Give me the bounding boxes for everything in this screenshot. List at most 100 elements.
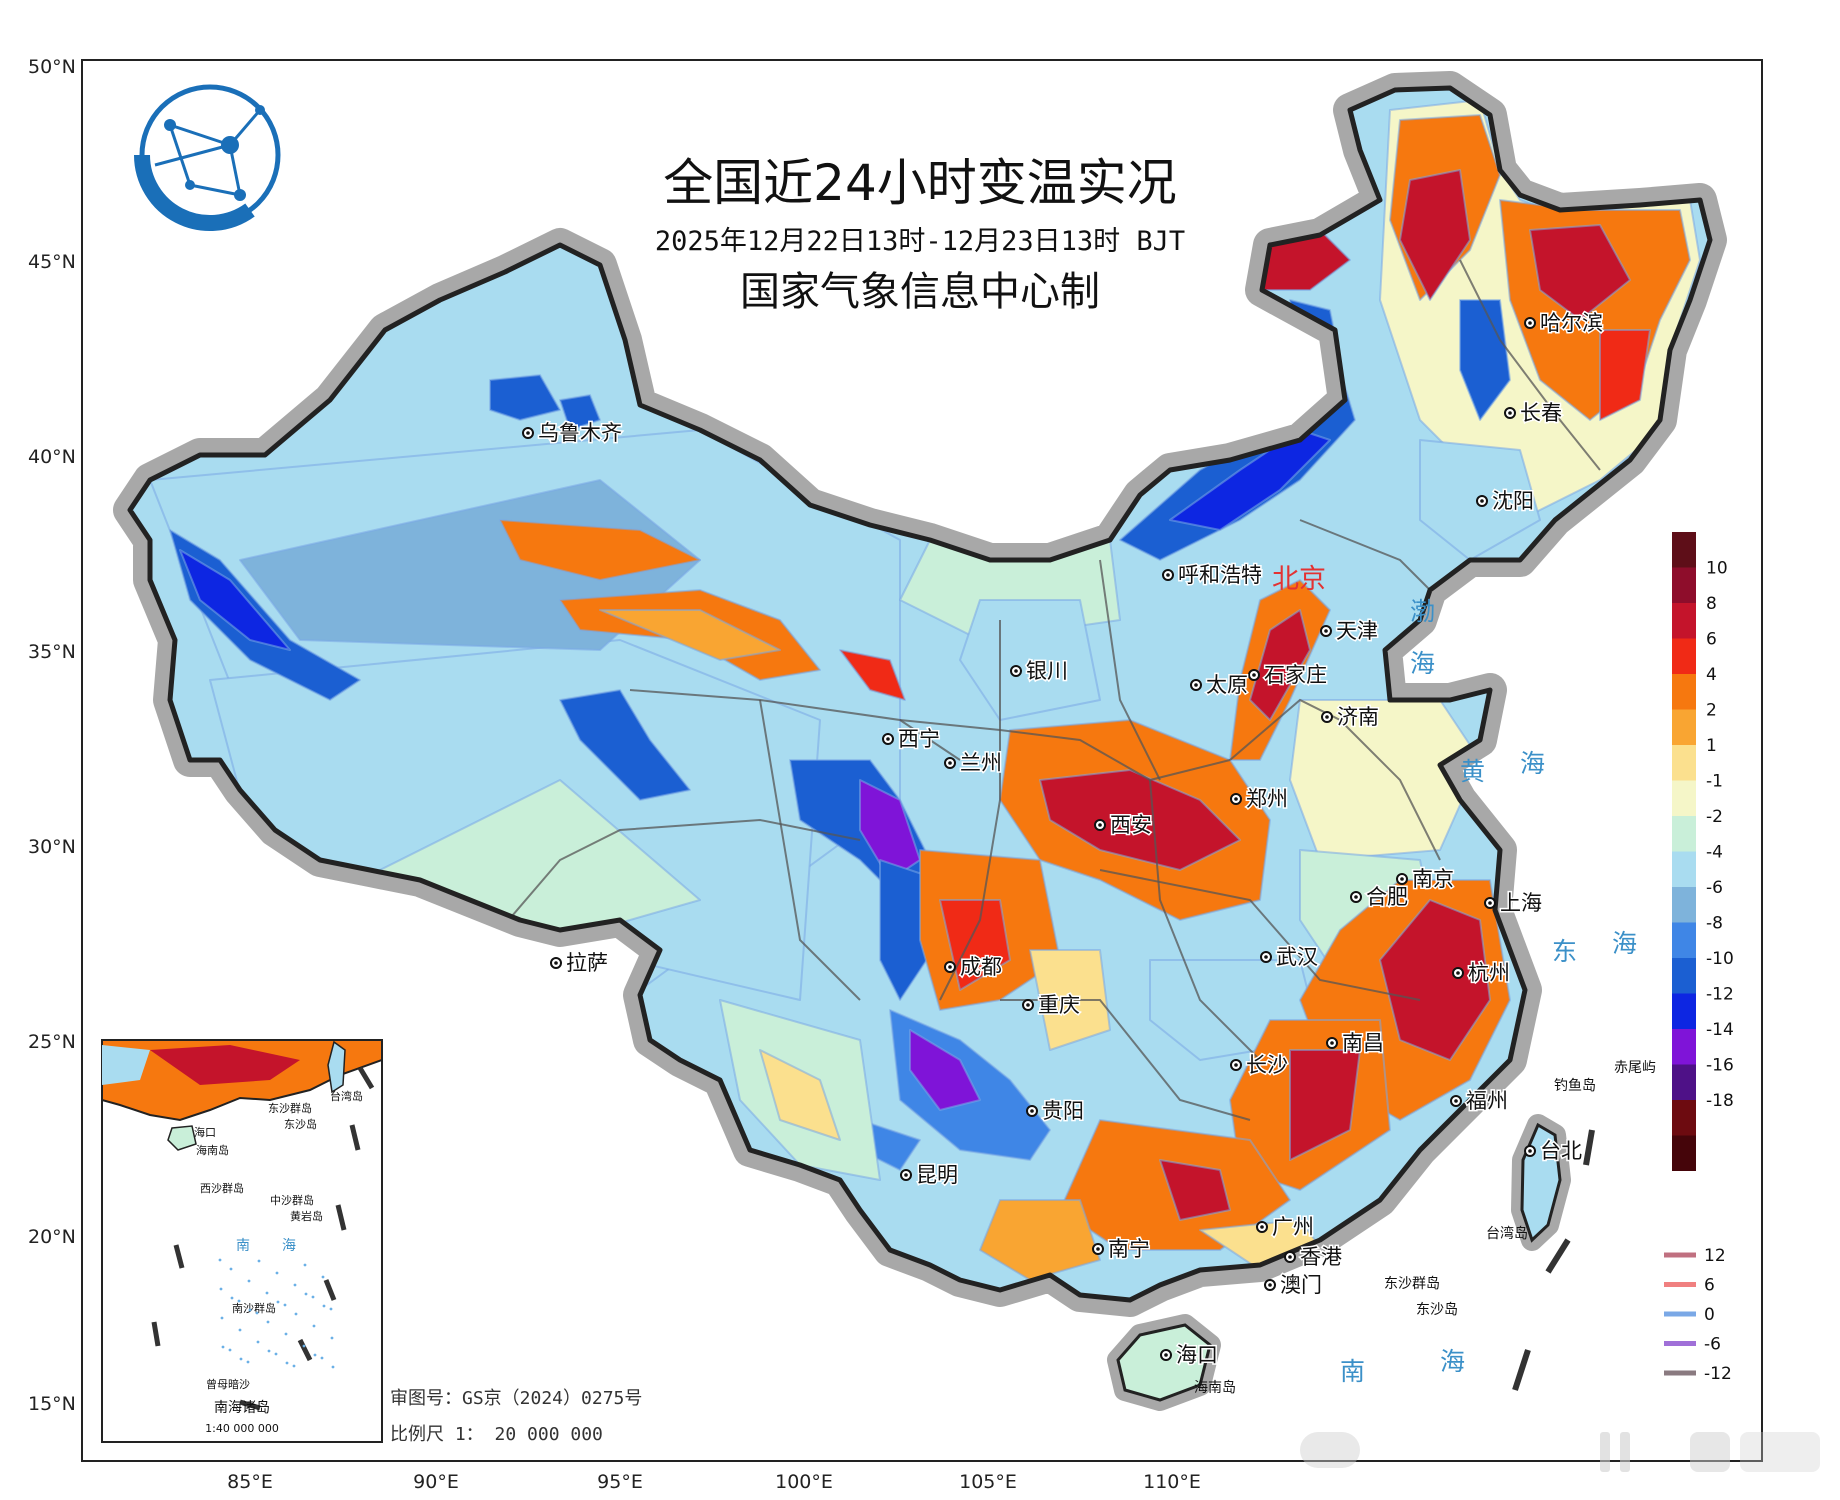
sea-label: 南 [1340, 1357, 1365, 1386]
city-marker [1476, 495, 1488, 507]
legend-swatch [1672, 567, 1696, 603]
map-subtitle: 2025年12月22日13时-12月23日13时 BJT [655, 226, 1185, 257]
city-label: 杭州 [1468, 961, 1510, 985]
legend-label: -8 [1706, 914, 1723, 934]
sea-label: 海 [1520, 749, 1545, 778]
legend-label: -6 [1706, 878, 1723, 898]
legend-swatch [1672, 993, 1696, 1029]
city-label: 沈阳 [1492, 489, 1534, 513]
city-label: 太原 [1206, 673, 1248, 697]
latitude-label: 45°N [28, 251, 76, 273]
legend-label: -1 [1706, 772, 1723, 792]
country-border [127, 85, 1713, 1303]
city-label: 海口 [1176, 1343, 1218, 1367]
inset-label: 海南岛 [196, 1143, 229, 1157]
latitude-label: 30°N [28, 836, 76, 858]
city-marker [1094, 819, 1106, 831]
legend-label: -4 [1706, 843, 1723, 863]
longitude-label: 100°E [775, 1471, 833, 1493]
island-shapes [1107, 1114, 1571, 1411]
legend-swatch [1672, 1135, 1696, 1171]
legend-swatch [1672, 1100, 1696, 1136]
approval-number: 审图号：GS京（2024）0275号 [390, 1388, 642, 1409]
capital-label: 北京 [1272, 564, 1326, 595]
city-marker [1504, 407, 1516, 419]
latitude-labels: 50°N 45°N 40°N 35°N 30°N 25°N 20°N 15°N [28, 56, 76, 1415]
island-label: 台湾岛 [1486, 1225, 1528, 1242]
city-marker [1484, 897, 1496, 909]
toolbar-strip[interactable] [1300, 1432, 1820, 1472]
inset-label: 东沙群岛 [268, 1101, 312, 1115]
latitude-label: 15°N [28, 1393, 76, 1415]
legend-swatch [1672, 603, 1696, 639]
city-marker [522, 427, 534, 439]
legend-swatch [1672, 745, 1696, 781]
city-label: 南昌 [1342, 1031, 1384, 1055]
inset-label: 南沙群岛 [232, 1301, 276, 1315]
cma-logo [134, 84, 281, 231]
longitude-labels: 85°E 90°E 95°E 100°E 105°E 110°E [227, 1471, 1201, 1493]
legend-label: 2 [1706, 701, 1717, 721]
isoline-legend: 12 6 0 -6 -12 [1664, 1246, 1732, 1384]
city-label: 澳门 [1280, 1273, 1322, 1297]
longitude-label: 105°E [959, 1471, 1017, 1493]
city-label: 昆明 [916, 1163, 958, 1187]
legend-label: 4 [1706, 665, 1717, 685]
city-label: 南宁 [1108, 1237, 1150, 1261]
city-label: 银川 [1026, 659, 1068, 683]
city-marker [944, 961, 956, 973]
city-label: 西宁 [898, 727, 940, 751]
city-marker [1264, 1279, 1276, 1291]
longitude-label: 85°E [227, 1471, 273, 1493]
city-label: 哈尔滨 [1540, 311, 1603, 335]
city-label: 天津 [1336, 619, 1378, 643]
city-marker [1326, 1037, 1338, 1049]
latitude-label: 50°N [28, 56, 76, 78]
legend-label: -16 [1706, 1056, 1734, 1076]
city-marker [1230, 1059, 1242, 1071]
map-scale: 比例尺 1： 20 000 000 [390, 1424, 603, 1445]
legend-label: -10 [1706, 949, 1734, 969]
longitude-label: 95°E [597, 1471, 643, 1493]
dash-line-segments [1512, 1129, 1595, 1391]
latitude-label: 25°N [28, 1031, 76, 1053]
city-marker [1160, 1349, 1172, 1361]
legend-swatch [1672, 709, 1696, 745]
legend-label: -2 [1706, 807, 1723, 827]
legend-swatch [1672, 674, 1696, 710]
city-marker [1284, 1251, 1296, 1263]
city-marker [1450, 1095, 1462, 1107]
map-title: 全国近24小时变温实况 [663, 154, 1177, 212]
city-marker [1260, 951, 1272, 963]
city-marker [1524, 1145, 1536, 1157]
legend-swatch [1672, 1029, 1696, 1065]
legend-swatch [1672, 1064, 1696, 1100]
isoline-legend-label: 12 [1704, 1246, 1726, 1266]
city-marker [1022, 999, 1034, 1011]
legend-swatch [1672, 958, 1696, 994]
city-marker [1162, 569, 1174, 581]
island-label: 钓鱼岛 [1554, 1077, 1596, 1094]
legend-label: 6 [1706, 630, 1717, 650]
legend-swatch [1672, 532, 1696, 568]
legend-label: -14 [1706, 1020, 1734, 1040]
city-label: 福州 [1466, 1089, 1508, 1113]
city-marker [1230, 793, 1242, 805]
sea-labels: 渤海黄 海东 海南海 [1340, 597, 1637, 1386]
inset-title: 南海诸岛 [214, 1400, 270, 1416]
city-marker [1396, 873, 1408, 885]
isoline-legend-label: -6 [1704, 1335, 1721, 1355]
color-legend: 10 8 6 4 2 1 -1 -2 -4 -6 -8 -10 -12 -14 -16 -18 [1672, 532, 1734, 1171]
city-marker [900, 1169, 912, 1181]
city-marker [1190, 679, 1202, 691]
city-label: 台北 [1540, 1139, 1582, 1163]
city-marker [1321, 711, 1333, 723]
city-label: 呼和浩特 [1178, 563, 1262, 587]
city-marker [1092, 1243, 1104, 1255]
legend-label: 1 [1706, 736, 1717, 756]
isoline-legend-label: 6 [1704, 1276, 1715, 1296]
inset-label: 黄岩岛 [290, 1209, 323, 1223]
inset-label: 南 [236, 1238, 250, 1254]
